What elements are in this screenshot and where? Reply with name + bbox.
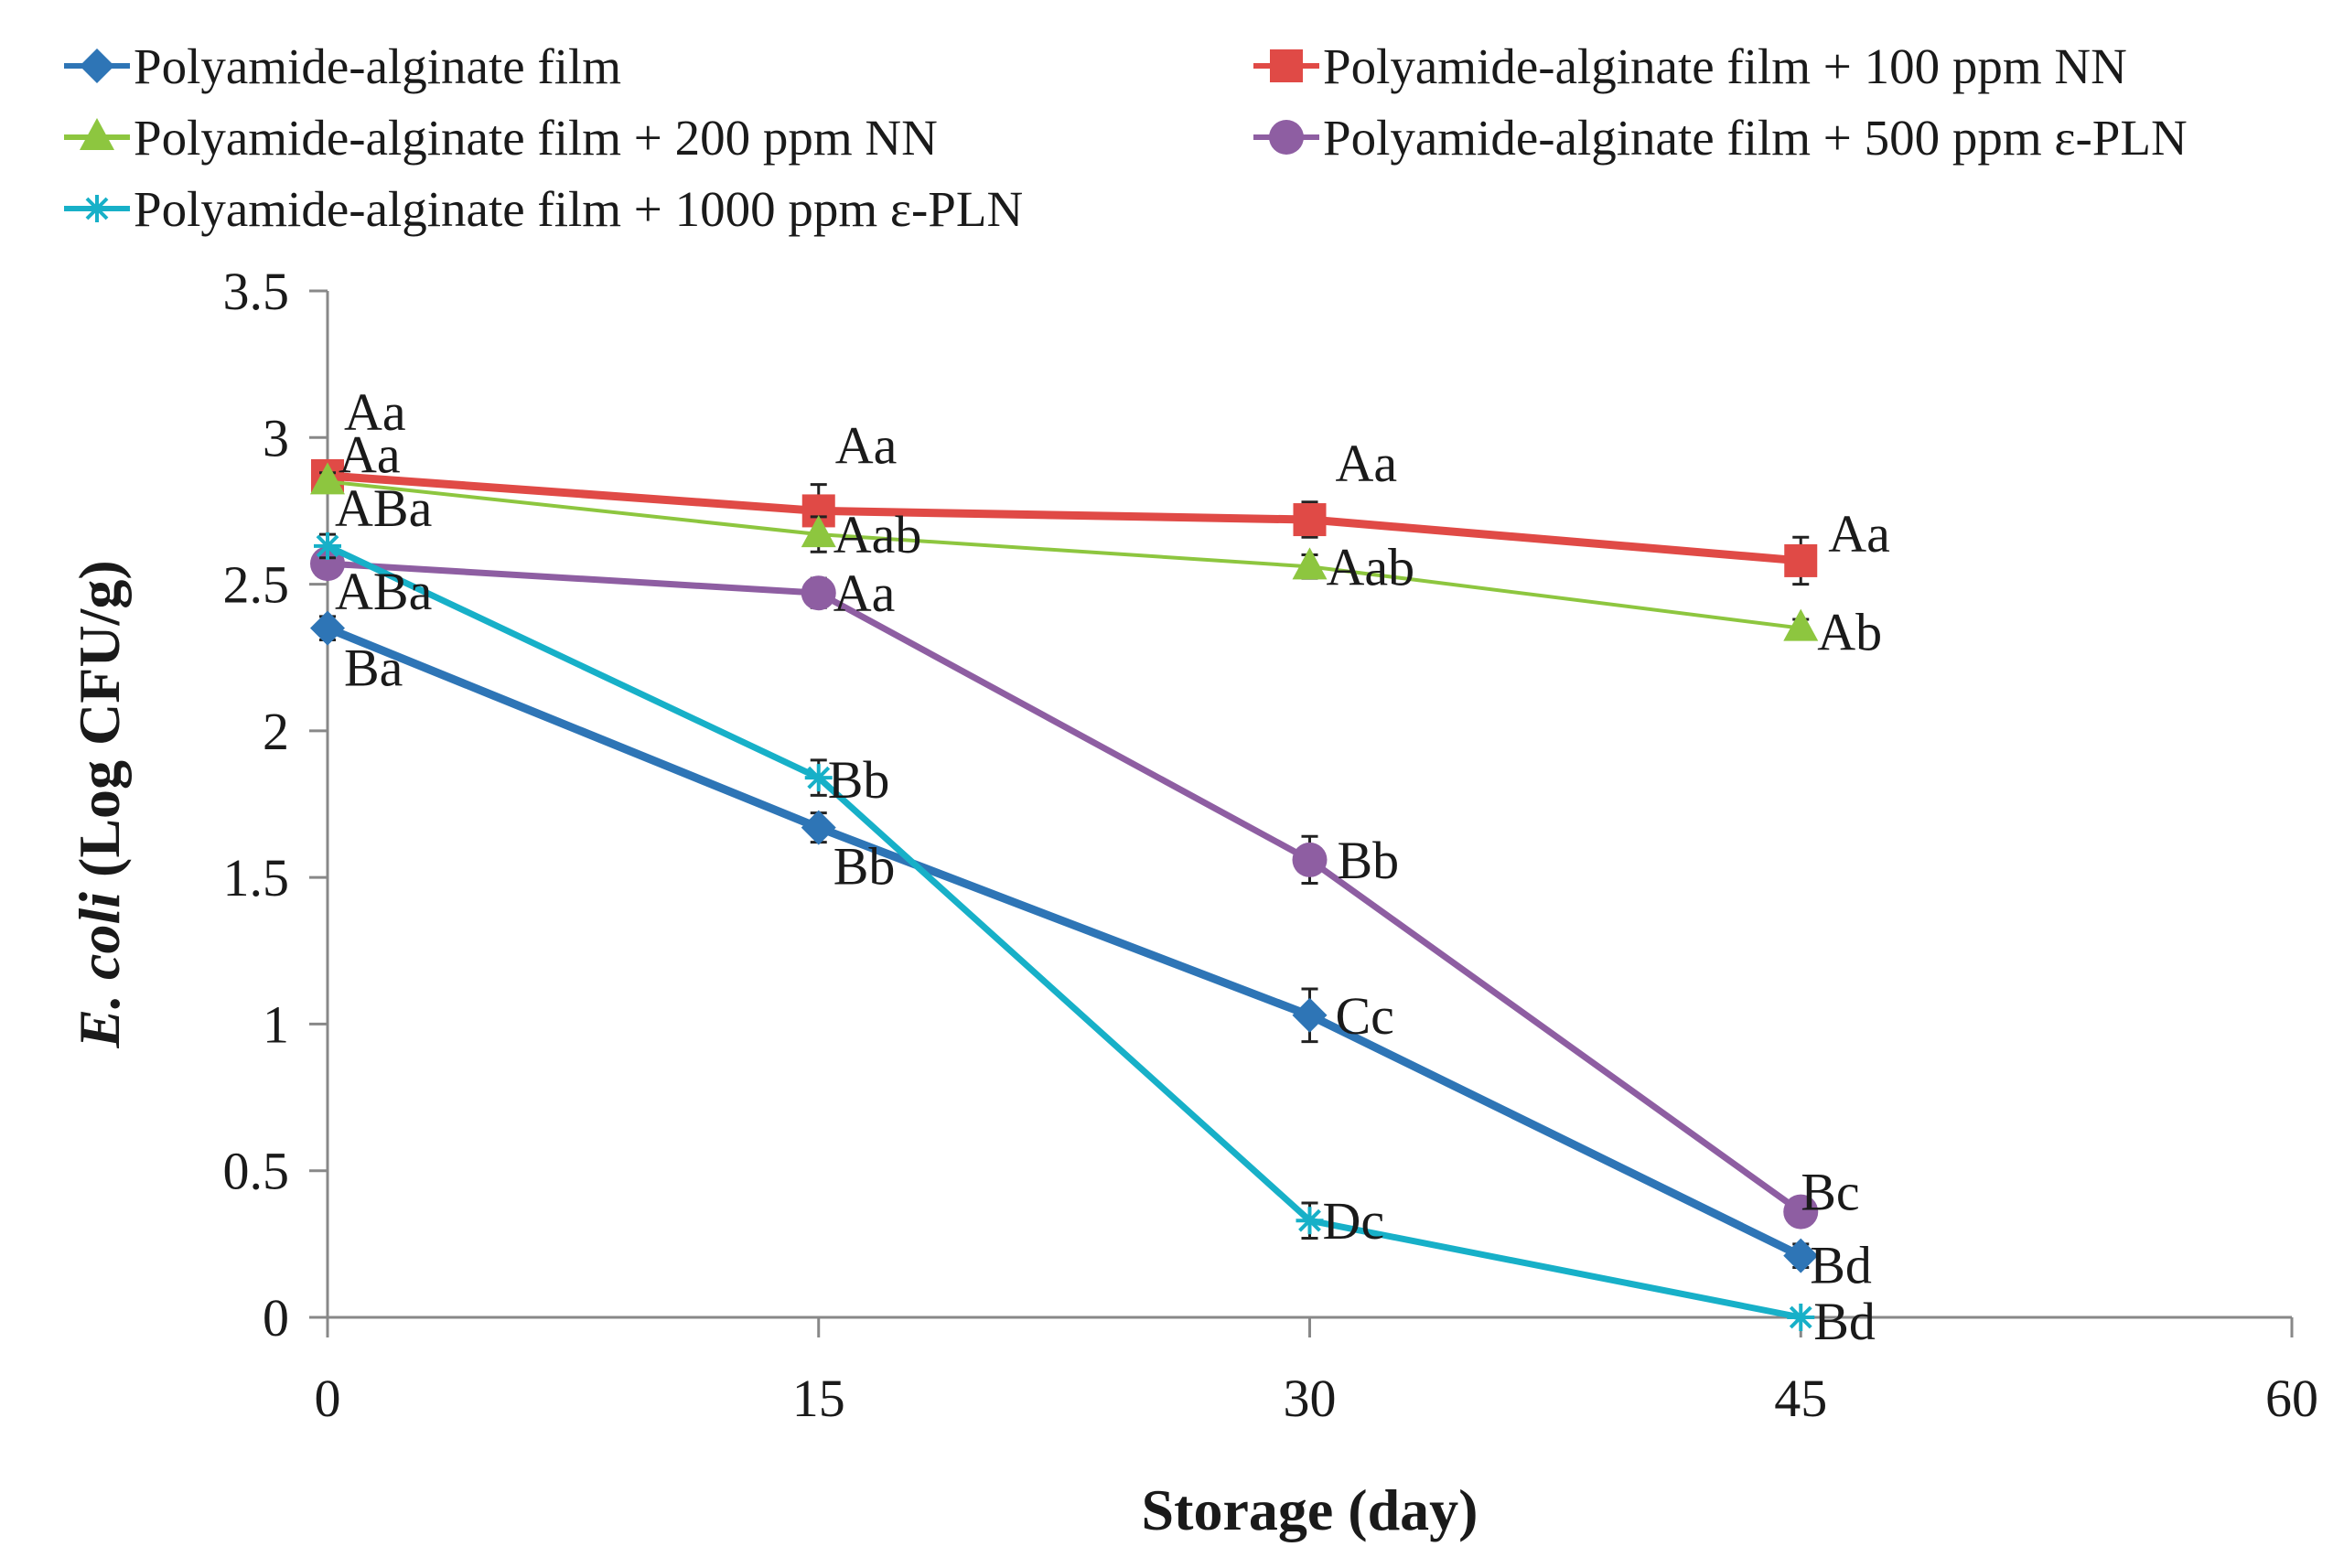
data-label: Dc xyxy=(1323,1191,1385,1251)
legend-item: Polyamide-alginate film xyxy=(64,38,621,94)
data-label: Aa xyxy=(833,564,896,623)
legend-label: Polyamide-alginate film xyxy=(134,38,621,94)
data-label: Ba xyxy=(344,639,403,698)
legend-marker xyxy=(1270,49,1303,82)
y-tick-label: 0 xyxy=(263,1288,289,1348)
y-tick-label: 1.5 xyxy=(223,848,290,908)
x-tick-label: 15 xyxy=(792,1369,845,1428)
y-tick-label: 1 xyxy=(263,994,289,1054)
series-line xyxy=(326,542,1801,1321)
legend: Polyamide-alginate film Polyamide-alginat… xyxy=(64,38,2188,237)
data-point xyxy=(804,764,833,792)
y-tick-label: 2 xyxy=(263,702,289,761)
data-point xyxy=(1784,543,1818,577)
data-point xyxy=(801,810,836,845)
x-axis-ticks: 0 15 30 45 60 xyxy=(315,1317,2318,1428)
x-tick-label: 60 xyxy=(2265,1369,2318,1428)
data-label: Aa xyxy=(1828,504,1890,564)
y-tick-label: 3 xyxy=(263,408,289,467)
legend-marker xyxy=(83,195,111,222)
data-label: Aa xyxy=(1336,434,1398,493)
data-label: ABa xyxy=(335,562,432,621)
x-tick-label: 30 xyxy=(1284,1369,1337,1428)
series-line xyxy=(327,479,1801,630)
series-4 xyxy=(314,532,1815,1331)
legend-marker xyxy=(80,118,114,150)
y-axis-title: E. coli (Log CFU/g) xyxy=(67,560,132,1048)
data-label: Bc xyxy=(1801,1163,1859,1222)
legend-label: Polyamide-alginate film + 500 ppm ε-PLN xyxy=(1323,110,2188,166)
data-point xyxy=(1293,503,1327,537)
series-line xyxy=(326,624,1803,1260)
legend-item: Polyamide-alginate film + 500 ppm ε-PLN xyxy=(1253,110,2188,166)
data-label: Aa xyxy=(344,382,406,442)
data-point xyxy=(1292,997,1328,1033)
data-label: Bd xyxy=(1810,1236,1872,1295)
series-line xyxy=(327,560,1803,1215)
legend-label: Polyamide-alginate film + 1000 ppm ε-PLN xyxy=(134,181,1023,237)
data-label: Bb xyxy=(1338,831,1400,890)
data-point xyxy=(1292,842,1328,877)
legend-item: Polyamide-alginate film + 200 ppm NN xyxy=(64,110,938,166)
legend-item: Polyamide-alginate film + 100 ppm NN xyxy=(1253,38,2127,94)
data-label: Aab xyxy=(833,505,922,564)
data-label: ABa xyxy=(335,478,432,538)
legend-label: Polyamide-alginate film + 200 ppm NN xyxy=(134,110,938,166)
data-point xyxy=(1292,547,1328,580)
data-point xyxy=(1783,608,1819,641)
series-1 xyxy=(311,458,1818,586)
x-tick-label: 45 xyxy=(1774,1369,1827,1428)
data-label: Bb xyxy=(833,837,896,897)
data-point xyxy=(1783,1194,1819,1230)
y-axis-title-italic: E. coli xyxy=(67,892,132,1049)
series-3 xyxy=(310,546,1819,1230)
y-axis-ticks: 0 0.5 1 1.5 2 2.5 3 3.5 xyxy=(223,262,328,1348)
y-tick-label: 0.5 xyxy=(223,1142,290,1201)
series-2 xyxy=(310,462,1819,641)
data-point xyxy=(310,610,345,646)
legend-marker xyxy=(80,48,114,83)
x-axis-title: Storage (day) xyxy=(1142,1477,1478,1542)
data-point xyxy=(801,575,836,611)
y-axis-title-rest: (Log CFU/g) xyxy=(67,560,132,892)
legend-item: Polyamide-alginate film + 1000 ppm ε-PLN xyxy=(64,181,1023,237)
data-label: Bd xyxy=(1813,1292,1876,1351)
series-line xyxy=(327,471,1801,565)
data-label: Aa xyxy=(339,424,401,484)
data-label: Ab xyxy=(1817,603,1882,662)
series-layer xyxy=(310,458,1819,1331)
data-label: Bb xyxy=(828,750,890,810)
axes: 0 0.5 1 1.5 2 2.5 3 3.5 0 15 30 45 60 xyxy=(223,262,2319,1428)
data-point xyxy=(1787,1304,1815,1331)
legend-label: Polyamide-alginate film + 100 ppm NN xyxy=(1323,38,2127,94)
y-tick-label: 3.5 xyxy=(223,262,290,321)
y-tick-label: 2.5 xyxy=(223,555,290,615)
data-label: Cc xyxy=(1336,986,1394,1046)
data-point xyxy=(310,462,345,495)
data-point xyxy=(1783,1238,1819,1273)
data-point xyxy=(314,532,341,560)
data-point xyxy=(801,515,836,548)
legend-marker xyxy=(1269,120,1304,155)
data-point xyxy=(1296,1207,1324,1235)
data-label: Aa xyxy=(835,415,898,475)
data-label: Aab xyxy=(1327,537,1415,596)
x-tick-label: 0 xyxy=(315,1369,341,1428)
series-0 xyxy=(310,610,1819,1273)
